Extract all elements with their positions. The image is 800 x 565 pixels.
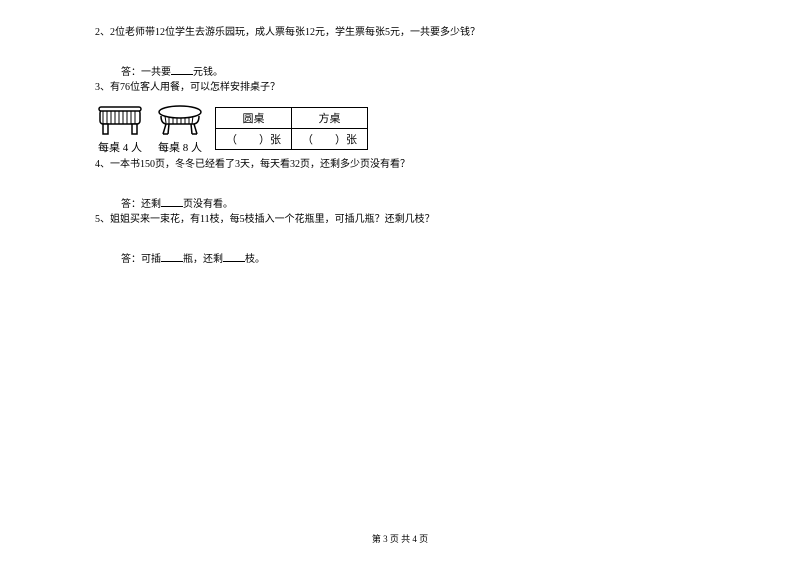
blank bbox=[161, 251, 183, 262]
answer-2-prefix: 答：一共要 bbox=[121, 67, 171, 78]
answer-5-suffix: 枝。 bbox=[245, 254, 265, 265]
answer-5: 答：可插 瓶，还剩 枝。 bbox=[95, 250, 705, 265]
question-5: 5、姐姐买来一束花，有11枝，每5枝插入一个花瓶里，可插几瓶？还剩几枝？ bbox=[95, 212, 705, 228]
answer-4: 答：还剩 页没有看。 bbox=[95, 195, 705, 210]
answer-5-prefix: 答：可插 bbox=[121, 254, 161, 265]
cell-round: （ ）张 bbox=[216, 129, 292, 150]
round-table-label: 每桌 8 人 bbox=[158, 139, 202, 155]
square-table-icon bbox=[95, 102, 145, 137]
page-footer: 第 3 页 共 4 页 bbox=[0, 532, 800, 545]
answer-2: 答：一共要 元钱。 bbox=[95, 63, 705, 78]
question-2: 2、2位老师带12位学生去游乐园玩，成人票每张12元，学生票每张5元，一共要多少… bbox=[95, 25, 705, 41]
square-table-label: 每桌 4 人 bbox=[98, 139, 142, 155]
header-square: 方桌 bbox=[292, 108, 368, 129]
round-table-column: 每桌 8 人 bbox=[155, 102, 205, 155]
arrangement-table: 圆桌 方桌 （ ）张 （ ）张 bbox=[215, 107, 368, 150]
blank bbox=[161, 196, 183, 207]
question-3: 3、有76位客人用餐，可以怎样安排桌子？ bbox=[95, 80, 705, 96]
cell-square: （ ）张 bbox=[292, 129, 368, 150]
square-table-column: 每桌 4 人 bbox=[95, 102, 145, 155]
answer-5-mid: 瓶，还剩 bbox=[183, 254, 223, 265]
header-round: 圆桌 bbox=[216, 108, 292, 129]
blank bbox=[223, 251, 245, 262]
q3-illustration-row: 每桌 4 人 每桌 8 人 圆桌 bbox=[95, 102, 705, 155]
answer-2-suffix: 元钱。 bbox=[193, 67, 223, 78]
question-4: 4、一本书150页，冬冬已经看了3天，每天看32页，还剩多少页没有看？ bbox=[95, 157, 705, 173]
answer-4-prefix: 答：还剩 bbox=[121, 199, 161, 210]
table-row: （ ）张 （ ）张 bbox=[216, 129, 368, 150]
round-table-icon bbox=[155, 102, 205, 137]
answer-4-suffix: 页没有看。 bbox=[183, 199, 233, 210]
blank bbox=[171, 64, 193, 75]
table-row: 圆桌 方桌 bbox=[216, 108, 368, 129]
